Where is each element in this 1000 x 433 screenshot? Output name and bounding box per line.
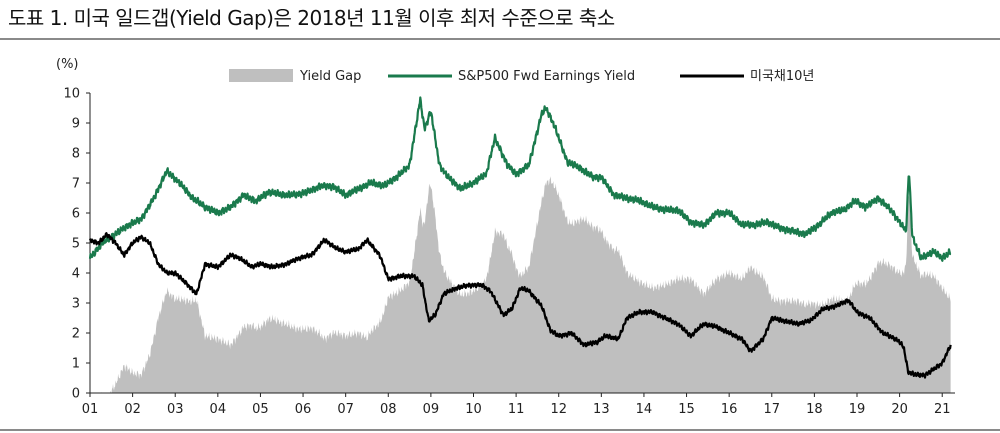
x-tick-label: 01 (82, 402, 99, 417)
top-rule (0, 38, 1000, 40)
legend-label-earnings-yield: S&P500 Fwd Earnings Yield (458, 69, 635, 84)
x-tick-label: 21 (934, 402, 951, 417)
x-tick-label: 08 (380, 402, 397, 417)
x-tick-label: 05 (252, 402, 269, 417)
legend-label-yield-gap: Yield Gap (299, 69, 361, 84)
x-tick-label: 09 (423, 402, 440, 417)
x-tick-label: 13 (593, 402, 610, 417)
x-tick-label: 15 (678, 402, 695, 417)
x-tick-label: 12 (550, 402, 567, 417)
x-tick-label: 06 (295, 402, 312, 417)
y-tick-label: 5 (72, 237, 80, 252)
y-tick-label: 4 (72, 267, 80, 282)
bottom-rule (0, 429, 1000, 431)
x-tick-label: 07 (337, 402, 354, 417)
y-tick-label: 7 (72, 177, 80, 192)
series-line-treasury-10y (88, 232, 952, 379)
legend-swatch-yield-gap (229, 69, 293, 82)
yield-gap-area-layer (90, 176, 951, 393)
y-tick-label: 2 (72, 327, 80, 342)
y-tick-label: 10 (63, 87, 80, 102)
legend-label-treasury-10y: 미국채10년 (750, 69, 814, 84)
chart-title: 도표 1. 미국 일드갭(Yield Gap)은 2018년 11월 이후 최저… (8, 6, 615, 30)
y-tick-label: 9 (72, 117, 80, 132)
x-tick-label: 02 (124, 402, 141, 417)
x-tick-label: 14 (636, 402, 653, 417)
y-tick-label: 6 (72, 207, 80, 222)
x-tick-label: 11 (508, 402, 525, 417)
y-axis-unit-label: (%) (56, 57, 79, 72)
x-tick-label: 03 (167, 402, 184, 417)
x-tick-label: 17 (763, 402, 780, 417)
y-tick-label: 1 (72, 357, 80, 372)
yield-gap-area (90, 176, 951, 393)
x-tick-label: 20 (891, 402, 908, 417)
x-tick-label: 19 (849, 402, 866, 417)
x-tick-label: 16 (721, 402, 738, 417)
series-lines (88, 96, 952, 379)
x-tick-label: 04 (210, 402, 227, 417)
series-line-earnings-yield (88, 96, 952, 262)
legend: Yield Gap S&P500 Fwd Earnings Yield 미국채1… (229, 69, 814, 84)
y-tick-label: 8 (72, 147, 80, 162)
x-tick-label: 18 (806, 402, 823, 417)
y-tick-label: 0 (72, 387, 80, 402)
y-tick-label: 3 (72, 297, 80, 312)
x-tick-label: 10 (465, 402, 482, 417)
